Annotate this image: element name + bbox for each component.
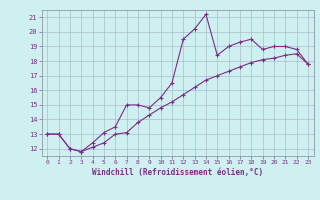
X-axis label: Windchill (Refroidissement éolien,°C): Windchill (Refroidissement éolien,°C) bbox=[92, 168, 263, 177]
